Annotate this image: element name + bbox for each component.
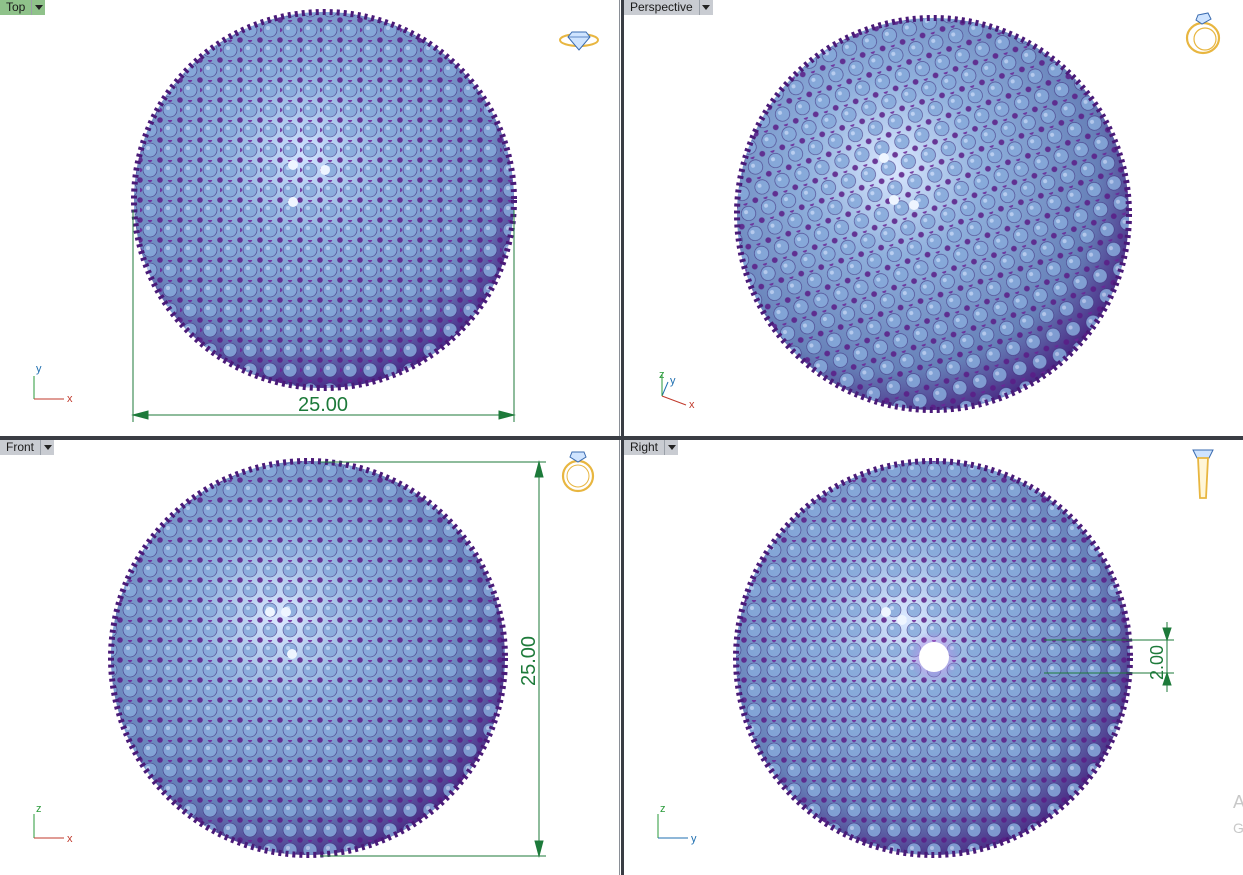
persp-axis-y: y	[670, 375, 676, 387]
right-axis-z: z	[660, 803, 666, 815]
tab-perspective-label[interactable]: Perspective	[624, 0, 700, 15]
front-dimension[interactable]	[320, 460, 546, 858]
tab-top[interactable]: Top	[0, 0, 46, 15]
right-canvas[interactable]: 2.00 z y	[624, 440, 1243, 875]
front-dimension-value: 25.00	[518, 636, 540, 686]
edge-text-a: A	[1233, 792, 1243, 812]
viewport-front[interactable]: 25.00 z x Front	[0, 440, 619, 875]
chevron-down-icon	[702, 5, 711, 10]
diamond-ring-icon	[559, 31, 599, 51]
ring-side-icon	[1192, 449, 1214, 499]
right-dimension[interactable]	[1044, 622, 1174, 692]
front-axis-x: x	[67, 833, 73, 845]
ring-perspective-icon	[1185, 12, 1221, 55]
chevron-down-icon	[43, 445, 52, 450]
front-sphere[interactable]	[108, 458, 508, 858]
persp-axis-x: x	[689, 399, 695, 411]
top-dimension-value: 25.00	[298, 394, 349, 416]
tab-right-label[interactable]: Right	[624, 440, 666, 455]
drill-hole[interactable]	[919, 642, 949, 672]
perspective-canvas[interactable]: z y x	[624, 0, 1243, 436]
chevron-down-icon	[667, 445, 676, 450]
edge-text-g: G	[1233, 820, 1243, 836]
tab-top-label[interactable]: Top	[0, 0, 33, 15]
top-dimension[interactable]	[131, 210, 516, 422]
right-sphere[interactable]	[733, 458, 1133, 858]
ring-front-icon	[561, 451, 595, 493]
tab-perspective-dropdown[interactable]	[699, 0, 713, 15]
front-axis-widget: z x	[33, 803, 73, 845]
viewport-divider-horizontal[interactable]	[0, 436, 1243, 440]
top-axis-y: y	[36, 363, 42, 375]
perspective-sphere[interactable]	[734, 15, 1132, 413]
tab-right-dropdown[interactable]	[665, 440, 679, 455]
persp-axis-z: z	[659, 369, 665, 381]
top-axis-x: x	[67, 393, 73, 405]
tab-top-dropdown[interactable]	[32, 0, 46, 15]
tab-right[interactable]: Right	[624, 440, 679, 455]
chevron-down-icon	[34, 5, 43, 10]
viewport-top[interactable]: y x 25.00 Top	[0, 0, 619, 436]
top-canvas[interactable]: y x	[0, 0, 619, 436]
tab-front[interactable]: Front	[0, 440, 55, 455]
top-axis-widget: y x	[33, 363, 73, 405]
right-axis-widget: z y	[657, 803, 697, 845]
tab-front-dropdown[interactable]	[41, 440, 55, 455]
viewport-perspective[interactable]: z y x Perspective	[624, 0, 1243, 436]
viewport-right[interactable]: 2.00 z y A G Right	[624, 440, 1243, 875]
perspective-axis-widget: z y x	[659, 369, 695, 411]
front-canvas[interactable]: 25.00 z x	[0, 440, 619, 875]
tab-front-label[interactable]: Front	[0, 440, 42, 455]
tab-perspective[interactable]: Perspective	[624, 0, 713, 15]
right-axis-y: y	[691, 833, 697, 845]
front-axis-z: z	[36, 803, 42, 815]
right-dimension-value: 2.00	[1147, 645, 1167, 680]
top-sphere[interactable]	[131, 9, 517, 391]
